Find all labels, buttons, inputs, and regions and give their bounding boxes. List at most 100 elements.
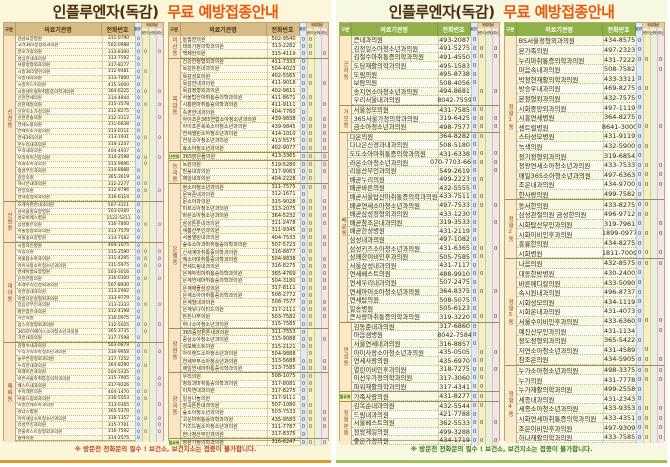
mark-cell xyxy=(155,82,163,89)
mark-cell xyxy=(491,270,499,279)
mark-cell: 0 xyxy=(470,401,478,411)
mark-cell: 0 xyxy=(306,153,314,161)
clinic-name: 장곡튼튼내과의원 xyxy=(180,402,267,410)
table-row: 삼성내과의원 497-1082 0 xyxy=(347,235,499,245)
mark-cell: 0 xyxy=(491,365,499,375)
mark-cell: 0 xyxy=(155,349,163,357)
mark-cell xyxy=(313,350,321,358)
mark-cell xyxy=(320,292,328,300)
mark-cell: 0 xyxy=(477,122,485,132)
mark-cell: 0 xyxy=(306,256,314,264)
mark-cell xyxy=(484,287,492,296)
table-row: 우리내과의원 404-4937 0 xyxy=(15,148,163,155)
mark-cell xyxy=(484,44,492,54)
table-row: 대동한방병원 430-2400 0 xyxy=(516,268,664,279)
mark-cell xyxy=(491,295,499,305)
clinic-table-right: 구분의료기관명전화번호일반무료대상어린이임신부어르신미산동늘쉼한의원502-95… xyxy=(167,22,329,447)
mark-cell: 0 xyxy=(134,141,142,149)
mark-cell xyxy=(491,209,499,219)
mark-cell xyxy=(649,307,657,317)
mark-cell: 0 xyxy=(320,137,328,146)
mark-cell: 0 xyxy=(470,218,478,228)
table-header: 구분의료기관명전화번호일반무료대상어린이임신부어르신 xyxy=(339,23,499,36)
clinic-name: 아이세상소아청소년과의원 xyxy=(15,415,102,423)
mark-cell xyxy=(141,168,149,175)
clinic-name: 서울드림외과의원 xyxy=(15,396,102,403)
mark-cell: 0 xyxy=(470,244,478,253)
clinic-name: 좋은가정의원 xyxy=(351,436,438,445)
clinic-name: 시화이비인후과의원 xyxy=(516,229,603,239)
mark-cell xyxy=(148,168,156,175)
mark-cell: 0 xyxy=(134,42,142,50)
mark-cell: 0 xyxy=(155,256,163,263)
phone-number: 431-8277 xyxy=(437,392,471,401)
clinic-name: 아이사랑소아청소년과의원 xyxy=(351,348,438,357)
table-row: BS서울정형외과의원 434-8575 0 xyxy=(516,36,664,46)
mark-cell xyxy=(320,248,328,257)
mark-cell: 0 xyxy=(470,61,478,71)
mark-cell xyxy=(141,141,149,149)
mark-cell: 0 xyxy=(320,212,328,221)
mark-cell xyxy=(491,175,499,185)
mark-cell: 0 xyxy=(306,248,314,257)
mark-cell: 0 xyxy=(134,409,142,416)
mark-cell xyxy=(320,394,328,403)
clinic-name: 시흥내과의원 xyxy=(15,76,102,83)
mark-cell: 0 xyxy=(155,428,163,436)
mark-cell xyxy=(484,410,492,420)
table-row: 김정일소아청소년과의원 491-5275 0 0 0 xyxy=(351,44,499,54)
mark-cell: 0 xyxy=(642,345,650,356)
mark-cell xyxy=(306,191,314,199)
mark-cell xyxy=(491,356,499,366)
mark-cell: 0 xyxy=(299,101,307,110)
table-row: 믿음산부인과의원 313-3333 0 0 0 xyxy=(15,302,163,309)
mark-cell xyxy=(148,154,156,162)
mark-cell: 0 xyxy=(299,277,307,285)
clinic-name: 본가족의원 xyxy=(516,45,603,56)
table-row: 두리가족소아청소년과의원 316-9958 0 0 0 xyxy=(15,349,163,357)
phone-number: 364-8275 xyxy=(602,112,636,123)
clinic-name: 시흥연세병원 xyxy=(516,113,603,123)
phone-number: 364-8375 xyxy=(437,287,471,296)
mark-cell: 0 xyxy=(491,158,499,167)
mark-cell xyxy=(649,335,657,346)
clinic-name: 한나정산부인과의원 xyxy=(180,431,267,439)
clinic-name: 정원가정의학과의원 xyxy=(180,439,267,447)
mark-cell xyxy=(491,61,499,71)
page-title: 인플루엔자(독감) 무료 예방접종안내 xyxy=(338,2,665,22)
mark-cell xyxy=(484,252,492,262)
table-row: 시흥연세병원 364-8275 0 xyxy=(516,112,664,123)
mark-cell xyxy=(313,299,321,307)
table-row: 조은이비인후과의원 497-9309 0 0 0 xyxy=(516,423,664,433)
col-header-general: 일반 xyxy=(134,23,142,36)
category-section: 연성동 김동준내과의원 317-6860 0 마음샘병원 8042-7584 0 서울연세내과… xyxy=(339,321,499,392)
mark-cell: 0 xyxy=(299,87,307,95)
mark-cell xyxy=(649,64,657,75)
mark-cell xyxy=(656,278,664,288)
section-rows: 누가소아청소년과의원 498-3375 0 0 0 누가의원 431-7778 0 0 0 누가재활… xyxy=(516,365,664,443)
clinic-name: 금소아청소년과의원 xyxy=(351,123,438,132)
mark-cell xyxy=(141,308,149,316)
mark-cell: 0 xyxy=(306,94,314,102)
col-header-clinic-name: 의료기관명 xyxy=(352,23,438,36)
mark-cell xyxy=(656,45,664,56)
mark-cell: 0 xyxy=(141,389,149,396)
category-section: 능곡동 녹원의원 519-5280 0 0 0 믿음내과의원 317-9063 0 0 0 매일내과의… xyxy=(168,160,328,184)
mark-cell: 0 xyxy=(477,419,485,428)
mark-cell: 0 xyxy=(656,355,664,365)
clinic-name: 김철수내과의원 xyxy=(15,343,102,350)
mark-cell xyxy=(484,313,492,322)
clinic-name: 큰내과의원 xyxy=(351,36,438,45)
mark-cell xyxy=(477,304,485,313)
mark-cell xyxy=(141,208,149,216)
phone-number: 315-7701 xyxy=(101,422,135,429)
mark-cell xyxy=(155,174,163,182)
clinic-name: 목감튼튼내과의원 xyxy=(180,65,267,74)
mark-cell: 0 xyxy=(320,277,328,285)
clinic-name: 연세아이소아청소년과의원 xyxy=(347,287,438,296)
table-row: 일심나눔의원 317-9111 0 xyxy=(180,394,328,403)
mark-cell: 0 xyxy=(477,356,485,366)
phone-number: 433-8275 xyxy=(602,200,636,210)
mark-cell xyxy=(649,189,657,200)
mark-cell: 0 xyxy=(320,365,328,373)
